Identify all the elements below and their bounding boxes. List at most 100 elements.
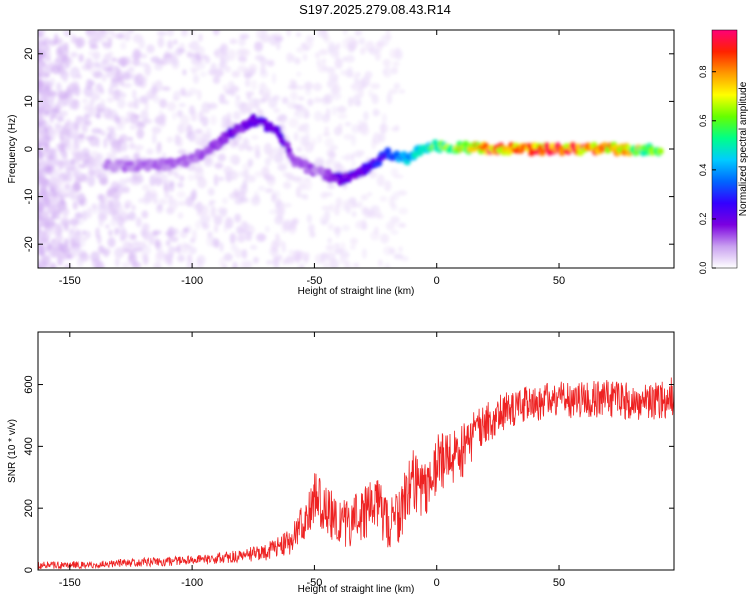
spectrogram-noise-cell [363, 212, 371, 219]
spectrogram-noise-cell [224, 217, 234, 229]
spectrogram-noise-cell [362, 248, 367, 259]
spectrogram-noise-cell [334, 247, 344, 255]
spectrogram-noise-cell [127, 59, 132, 66]
spectrogram-noise-cell [358, 37, 366, 45]
spectrogram-noise-cell [355, 220, 366, 230]
spectrogram-noise-cell [48, 81, 53, 90]
spectrogram-noise-cell [332, 84, 342, 94]
spectrogram-noise-cell [226, 118, 232, 129]
spectrogram-noise-cell [59, 187, 68, 197]
spectrogram-noise-cell [317, 133, 322, 144]
spectrogram-noise-cell [173, 39, 178, 45]
spectrogram-noise-cell [88, 51, 94, 56]
spectrogram-noise-cell [375, 208, 381, 219]
spectrogram-noise-cell [38, 72, 41, 79]
spectrogram-noise-cell [172, 96, 178, 101]
spectrogram-noise-cell [273, 108, 280, 113]
spectrogram-noise-cell [370, 205, 380, 211]
spectrogram-noise-cell [38, 179, 41, 185]
spectrogram-noise-cell [143, 192, 152, 203]
spectrogram-noise-cell [46, 243, 52, 251]
spectrogram-noise-cell [338, 122, 343, 132]
spectrogram-noise-cell [42, 254, 51, 266]
spectrogram-noise-cell [351, 211, 357, 218]
spectrogram-noise-cell [267, 59, 275, 67]
spectrogram-noise-cell [238, 170, 243, 178]
spectrogram-ridge-cell [462, 140, 470, 148]
spectrogram-noise-cell [313, 110, 323, 122]
spectrogram-noise-cell [77, 168, 82, 178]
spectrogram-noise-cell [48, 192, 58, 198]
spectrogram-noise-cell [168, 194, 174, 207]
spectrogram-noise-cell [117, 225, 126, 235]
spectrogram-noise-cell [102, 107, 112, 119]
spectrogram-noise-cell [38, 220, 45, 226]
spectrogram-noise-cell [335, 225, 341, 238]
spectrogram-noise-cell [324, 126, 330, 132]
spectrogram-noise-cell [91, 88, 101, 94]
spectrogram-noise-cell [69, 189, 78, 200]
spectrogram-noise-cell [49, 262, 57, 268]
spectrogram-noise-cell [282, 171, 290, 177]
spectrogram-noise-cell [69, 229, 75, 234]
spectrogram-noise-cell [350, 134, 357, 147]
spectrogram-noise-cell [132, 57, 141, 67]
spectrogram-noise-cell [74, 143, 80, 149]
spectrogram-noise-cell [229, 172, 239, 178]
spectrogram-noise-cell [54, 237, 62, 244]
spectrogram-noise-cell [388, 247, 396, 255]
spectrogram-noise-cell [358, 200, 363, 209]
spectrogram-noise-cell [354, 76, 360, 85]
spectrogram-noise-cell [198, 33, 203, 42]
spectrogram-noise-cell [326, 252, 336, 262]
spectrogram-noise-cell [109, 81, 115, 90]
spectrogram-noise-cell [44, 152, 50, 159]
spectrogram-noise-cell [293, 57, 301, 65]
spectrogram-noise-cell [245, 230, 252, 242]
spectrogram-noise-cell [289, 79, 296, 86]
spectrogram-noise-cell [62, 74, 68, 83]
spectrogram-noise-cell [265, 260, 273, 265]
spectrogram-noise-cell [233, 188, 239, 198]
spectrogram-noise-cell [96, 35, 104, 43]
spectrogram-noise-cell [128, 242, 135, 249]
spectrogram-noise-cell [166, 30, 175, 37]
spectrogram-noise-cell [173, 246, 180, 252]
spectrogram-noise-cell [268, 33, 279, 46]
spectrogram-noise-cell [176, 190, 186, 199]
spectrogram-noise-cell [38, 79, 43, 92]
spectrogram-noise-cell [150, 192, 159, 201]
spectrogram-noise-cell [108, 199, 114, 208]
spectrogram-noise-cell [342, 56, 347, 62]
spectrogram-noise-cell [101, 195, 109, 202]
spectrogram-noise-cell [138, 95, 149, 104]
spectrogram-noise-cell [398, 89, 406, 94]
spectrogram-noise-cell [336, 42, 341, 50]
snr-ytick-label: 0 [23, 567, 35, 573]
spectrogram-noise-cell [197, 89, 202, 101]
spectrogram-noise-cell [135, 217, 142, 228]
spectrogram-noise-cell [303, 46, 310, 51]
snr-ytick-label: 600 [23, 375, 35, 393]
snr-axes: -150 -100 -50 0 50 0 200 400 600 [23, 332, 674, 589]
spectrogram-noise-cell [45, 221, 56, 227]
spectrogram-noise-cell [53, 183, 59, 191]
spectrogram-noise-cell [198, 110, 204, 123]
spectrogram-noise-cell [303, 122, 310, 135]
spectrogram-noise-cell [178, 103, 186, 108]
spectrogram-noise-cell [271, 192, 277, 203]
spectrogram-noise-cell [69, 121, 77, 131]
spectrogram-noise-cell [78, 133, 85, 139]
spectrogram-ytick-label: 0 [23, 146, 35, 152]
spectrogram-noise-cell [250, 79, 258, 91]
spectrogram-noise-cell [298, 96, 305, 101]
spectrogram-noise-cell [188, 130, 196, 142]
spectrogram-noise-cell [229, 38, 238, 45]
spectrogram-noise-cell [318, 98, 324, 103]
spectrogram-noise-cell [146, 44, 155, 54]
spectrogram-noise-cell [386, 92, 393, 105]
spectrogram-noise-cell [323, 132, 330, 137]
spectrogram-noise-cell [393, 174, 404, 179]
spectrogram-noise-cell [398, 246, 403, 253]
